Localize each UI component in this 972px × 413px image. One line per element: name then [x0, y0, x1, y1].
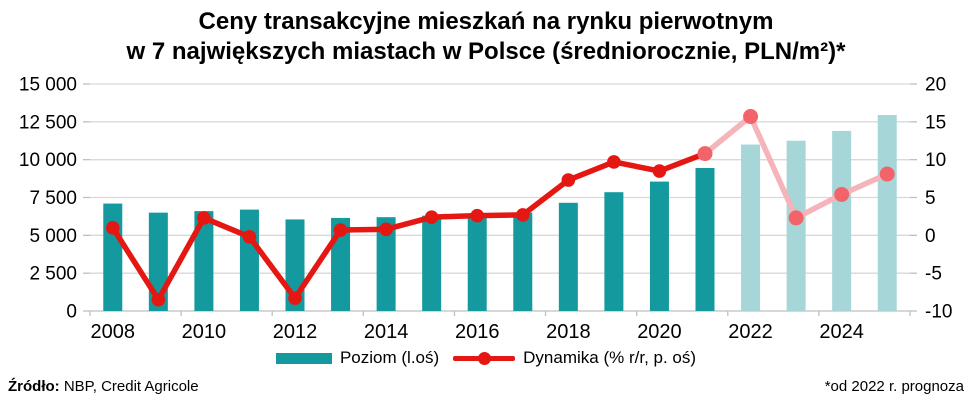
x-axis-label-2018: 2018: [546, 321, 591, 343]
bar-2014: [376, 217, 396, 311]
x-axis-label-2020: 2020: [637, 321, 682, 343]
right-axis-label: 10: [925, 150, 946, 171]
x-axis-label-2010: 2010: [182, 321, 227, 343]
dot-2017: [515, 208, 530, 222]
bar-2016: [467, 214, 487, 311]
right-axis-label: -5: [925, 264, 942, 285]
dynamika-segment-2015-2016: [428, 212, 480, 220]
bar-2022: [741, 144, 761, 311]
dot-2024: [834, 186, 850, 202]
dynamika-segment-2016-2017: [474, 212, 526, 219]
dynamika-segment-2011-2012: [246, 234, 298, 301]
dot-2013: [333, 223, 348, 237]
legend-label-dynamika: Dynamika (% r/r, p. oś): [523, 348, 697, 367]
right-axis-label: 0: [925, 226, 936, 247]
left-axis-label: 12 500: [19, 112, 77, 133]
bar-2023: [786, 140, 806, 311]
x-axis-label-2016: 2016: [455, 321, 500, 343]
bar-2011: [239, 209, 259, 311]
chart-plot-area: 0 -10 2 500 -5 5 000 0 7 500 5 10 000 10 12 500 15 1…: [19, 75, 953, 344]
dot-2020: [652, 164, 667, 178]
bar-2018: [558, 202, 578, 311]
dot-2019: [607, 155, 621, 169]
source-note: Źródło: NBP, Credit Agricole: [8, 378, 199, 395]
x-axis-label-2022: 2022: [728, 321, 773, 343]
dynamika-segment-2017-2018: [520, 177, 572, 218]
left-axis-label: 2 500: [29, 264, 77, 285]
dynamika-segment-2010-2011: [201, 215, 253, 240]
dot-2016: [470, 208, 485, 223]
dot-2022: [743, 109, 759, 125]
dot-2014: [379, 222, 393, 237]
dynamika-segment-2008-2009: [110, 225, 162, 303]
legend-line-marker-icon: [453, 351, 516, 365]
forecast-note: *od 2022 r. prognoza: [824, 378, 964, 395]
chart-footer: Źródło: NBP, Credit Agricole *od 2022 r.…: [0, 378, 972, 395]
right-axis-label: 5: [925, 188, 936, 209]
bar-2015: [422, 215, 442, 311]
dot-2025: [879, 166, 895, 182]
bar-2020: [649, 181, 669, 311]
bar-2024: [832, 130, 852, 311]
dynamika-segment-2022-2023: [747, 113, 799, 221]
chart-legend: Poziom (l.oś) Dynamika (% r/r, p. oś): [0, 344, 972, 372]
left-axis-label: 5 000: [29, 226, 77, 247]
legend-bar-swatch: [275, 352, 332, 364]
dynamika-segment-2020-2021: [656, 150, 708, 174]
legend-item-poziom: Poziom (l.oś): [275, 348, 440, 368]
dot-2012: [288, 291, 302, 305]
left-axis-label: 10 000: [19, 150, 77, 171]
dynamika-segment-2012-2013: [292, 227, 344, 301]
bar-2008: [103, 203, 123, 311]
left-axis-label: 15 000: [19, 75, 77, 96]
chart-title: Ceny transakcyjne mieszkań na rynku pier…: [0, 7, 972, 67]
right-axis-label: 20: [925, 75, 946, 96]
dynamika-segment-2024-2025: [838, 171, 890, 198]
dot-2021: [697, 146, 713, 162]
bar-2017: [513, 212, 533, 311]
dynamika-segment-2023-2024: [793, 191, 845, 221]
source-text: NBP, Credit Agricole: [59, 378, 199, 395]
bar-2010: [194, 211, 214, 311]
right-axis-label: -10: [925, 302, 952, 323]
x-axis-label-2012: 2012: [273, 321, 318, 343]
x-axis-label-2024: 2024: [819, 321, 864, 343]
dynamika-segment-2009-2010: [155, 215, 207, 303]
chart-title-line2: w 7 największych miastach w Polsce (śred…: [126, 38, 846, 65]
x-axis-label-2008: 2008: [91, 321, 136, 343]
dot-2011: [242, 230, 257, 244]
chart-title-line1: Ceny transakcyjne mieszkań na rynku pier…: [198, 8, 774, 35]
dynamika-segment-2013-2014: [337, 226, 389, 233]
dot-2023: [788, 210, 804, 226]
dot-2008: [105, 220, 120, 235]
bar-2019: [604, 192, 624, 311]
left-axis-label: 7 500: [29, 188, 77, 209]
source-label: Źródło:: [8, 378, 60, 395]
dot-2015: [424, 210, 439, 224]
dynamika-segment-2014-2015: [383, 214, 435, 233]
left-axis-label: 0: [66, 302, 77, 323]
dot-2018: [561, 173, 576, 187]
bar-2025: [877, 115, 897, 311]
dot-2010: [197, 211, 211, 225]
right-axis-label: 15: [925, 112, 946, 133]
x-axis-label-2014: 2014: [364, 321, 409, 343]
dynamika-segment-2021-2022: [702, 113, 754, 157]
legend-label-poziom: Poziom (l.oś): [339, 348, 440, 367]
bar-2021: [695, 167, 715, 311]
dot-2009: [151, 292, 166, 307]
legend-item-dynamika: Dynamika (% r/r, p. oś): [453, 348, 696, 368]
dynamika-segment-2019-2020: [611, 159, 663, 174]
dynamika-segment-2018-2019: [565, 159, 617, 183]
